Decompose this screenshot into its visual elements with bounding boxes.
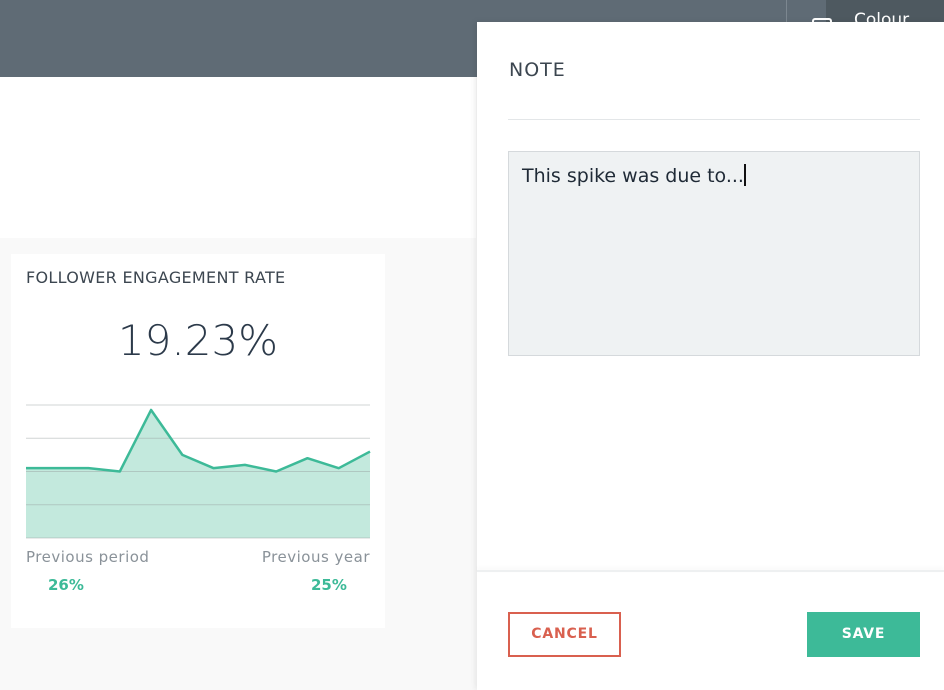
content-area bbox=[0, 77, 476, 238]
note-text: This spike was due to... bbox=[522, 164, 746, 187]
widget-card bbox=[11, 254, 385, 628]
metric-value: 19.23% bbox=[117, 316, 279, 365]
previous-period-value: 26% bbox=[48, 576, 84, 594]
divider bbox=[508, 119, 920, 120]
note-panel bbox=[477, 22, 944, 690]
note-textarea[interactable] bbox=[508, 151, 920, 356]
previous-year-value: 25% bbox=[311, 576, 347, 594]
previous-year-label: Previous year bbox=[261, 548, 370, 566]
save-button[interactable]: SAVE bbox=[807, 612, 920, 657]
footer-divider bbox=[477, 570, 944, 572]
note-content: This spike was due to... bbox=[522, 165, 744, 187]
note-title: NOTE bbox=[509, 59, 566, 81]
separator bbox=[786, 0, 787, 22]
cancel-button[interactable]: CANCEL bbox=[508, 612, 621, 657]
top-bar-image bbox=[826, 0, 944, 22]
previous-period-label: Previous period bbox=[26, 548, 150, 566]
widget-title: FOLLOWER ENGAGEMENT RATE bbox=[26, 268, 286, 287]
caret bbox=[743, 164, 746, 186]
